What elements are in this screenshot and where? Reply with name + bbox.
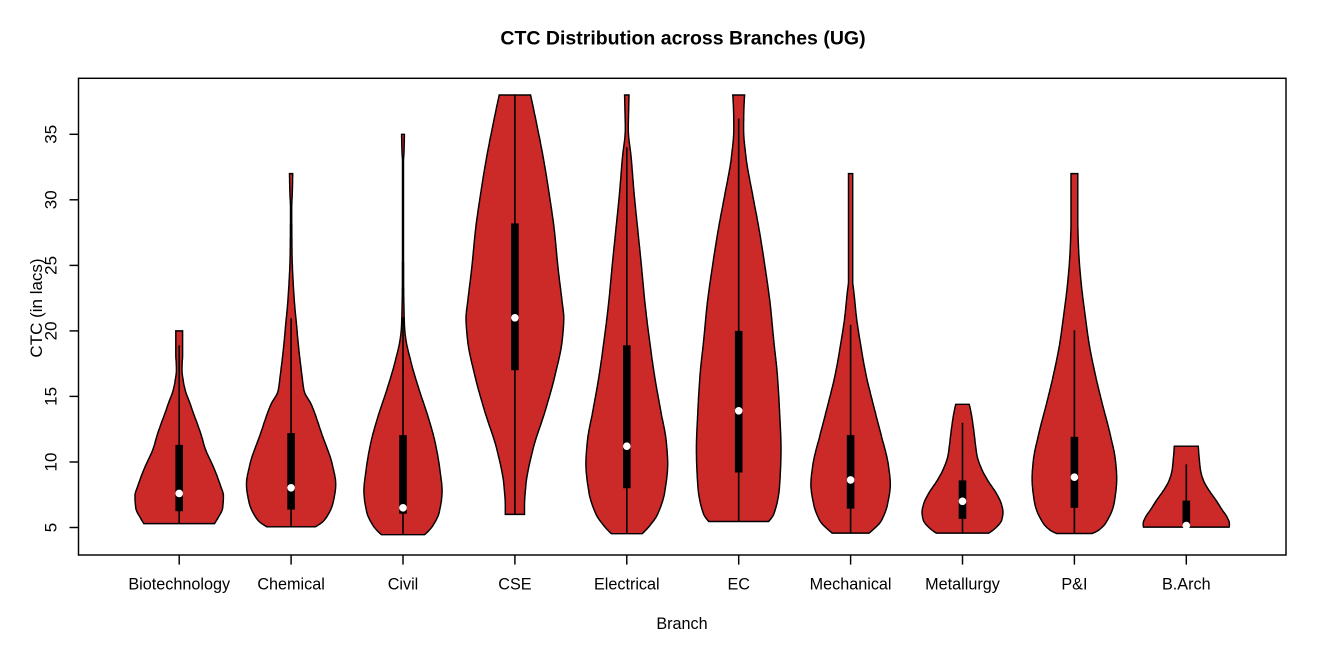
svg-text:Mechanical: Mechanical [810,575,892,593]
svg-text:20: 20 [41,321,60,340]
svg-text:CTC (in lacs): CTC (in lacs) [27,258,46,357]
svg-text:Metallurgy: Metallurgy [925,575,1001,593]
svg-text:Civil: Civil [388,575,419,593]
svg-text:Biotechnology: Biotechnology [128,575,231,593]
svg-text:Chemical: Chemical [257,575,324,593]
svg-text:P&I: P&I [1061,575,1087,593]
svg-text:30: 30 [41,190,60,209]
svg-text:CTC Distribution across Branch: CTC Distribution across Branches (UG) [500,27,865,49]
svg-text:B.Arch: B.Arch [1162,575,1211,593]
svg-text:Branch: Branch [656,615,707,633]
svg-text:25: 25 [41,256,60,275]
svg-text:15: 15 [41,387,60,406]
svg-text:10: 10 [41,453,60,472]
svg-text:CSE: CSE [498,575,531,593]
svg-text:5: 5 [41,523,60,532]
svg-text:Electrical: Electrical [594,575,660,593]
svg-text:35: 35 [41,125,60,144]
svg-text:EC: EC [727,575,750,593]
